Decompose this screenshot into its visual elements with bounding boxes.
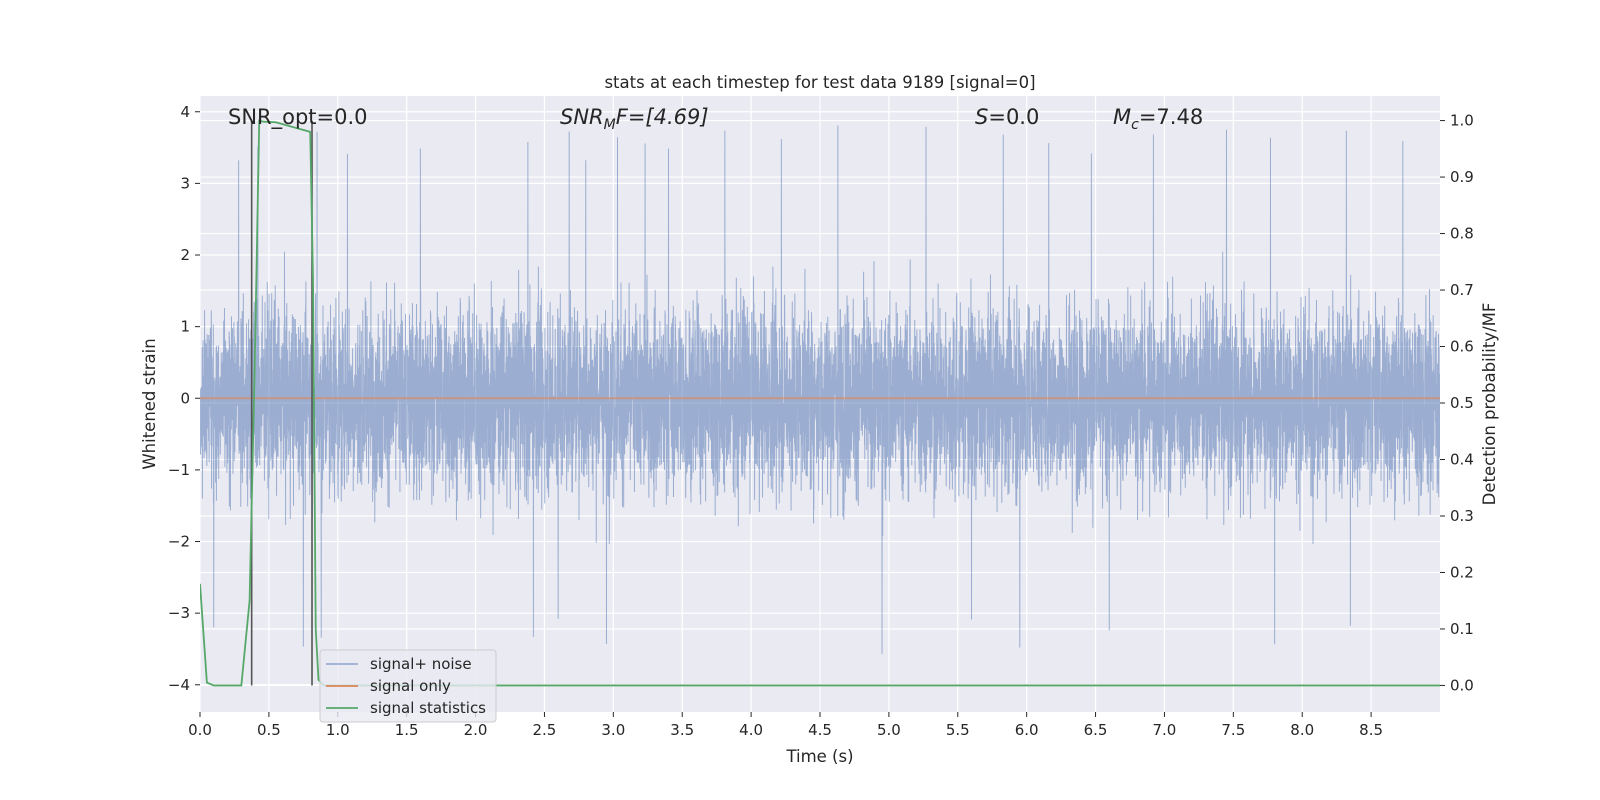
y-left-axis-label: Whitened strain [140, 338, 159, 469]
y-right-tick-label: 0.8 [1450, 225, 1474, 243]
x-tick-label: 2.5 [533, 721, 557, 739]
annotation-mc: Mc=7.48 [1113, 105, 1203, 133]
x-tick-label: 1.5 [395, 721, 419, 739]
y-left-tick-label: 4 [180, 103, 190, 121]
x-tick-label: 7.5 [1221, 721, 1245, 739]
x-tick-label: 0.0 [188, 721, 212, 739]
x-tick-label: 6.0 [1015, 721, 1039, 739]
x-tick-label: 8.0 [1290, 721, 1314, 739]
x-tick-label: 5.0 [877, 721, 901, 739]
y-right-tick-label: 1.0 [1450, 112, 1474, 130]
y-left-tick-label: −2 [168, 533, 190, 551]
x-tick-label: 3.0 [601, 721, 625, 739]
x-tick-label: 7.0 [1153, 721, 1177, 739]
x-tick-label: 1.0 [326, 721, 350, 739]
legend-label-signal-noise: signal+ noise [370, 655, 472, 673]
x-tick-label: 5.5 [946, 721, 970, 739]
y-left-tick-label: 1 [180, 318, 190, 336]
y-right-tick-label: 0.7 [1450, 281, 1474, 299]
legend-label-signal-only: signal only [370, 677, 451, 695]
x-tick-label: 2.0 [464, 721, 488, 739]
y-right-tick-label: 0.1 [1450, 620, 1474, 638]
legend: signal+ noise signal only signal statist… [319, 649, 497, 723]
x-tick-label: 8.5 [1359, 721, 1383, 739]
y-right-axis-label: Detection probability/MF [1480, 303, 1499, 506]
y-left-tick-label: 2 [180, 246, 190, 264]
chart-title: stats at each timestep for test data 918… [604, 73, 1035, 92]
y-right-tick-label: 0.5 [1450, 394, 1474, 412]
y-left-tick-label: 3 [180, 174, 190, 192]
y-left-tick-label: −4 [168, 676, 190, 694]
y-left-tick-label: −1 [168, 461, 190, 479]
y-right-tick-label: 0.9 [1450, 168, 1474, 186]
y-right-tick-label: 0.2 [1450, 563, 1474, 581]
legend-label-signal-statistics: signal statistics [370, 699, 486, 717]
x-tick-label: 6.5 [1084, 721, 1108, 739]
x-axis-ticks: 0.0 0.5 1.0 1.5 2.0 2.5 3.0 3.5 4.0 4.5 5.0 5.5 6.0 6… [188, 712, 1383, 739]
annotation-snr-opt: SNR_opt=0.0 [228, 105, 368, 130]
y-right-tick-label: 0.3 [1450, 507, 1474, 525]
annotation-snr-mf: SNRMF=[4.69] [560, 105, 709, 133]
x-axis-label: Time (s) [785, 747, 853, 766]
series-signal-noise [200, 125, 1440, 654]
y-left-tick-label: −3 [168, 604, 190, 622]
x-tick-label: 4.5 [808, 721, 832, 739]
y-left-tick-label: 0 [180, 389, 190, 407]
legend-box [319, 649, 497, 723]
x-tick-label: 4.0 [739, 721, 763, 739]
y-right-tick-label: 0.4 [1450, 450, 1474, 468]
y-right-axis-ticks: 1.0 0.9 0.8 0.7 0.6 0.5 0.4 0.3 0.2 0.1 0.0 [1440, 112, 1474, 694]
y-left-axis-ticks: 4 3 2 1 0 −1 −2 −3 −4 [168, 103, 200, 694]
y-right-tick-label: 0.6 [1450, 338, 1474, 356]
x-tick-label: 0.5 [257, 721, 281, 739]
y-right-tick-label: 0.0 [1450, 676, 1474, 694]
x-tick-label: 3.5 [670, 721, 694, 739]
annotation-s: S=0.0 [975, 105, 1039, 129]
